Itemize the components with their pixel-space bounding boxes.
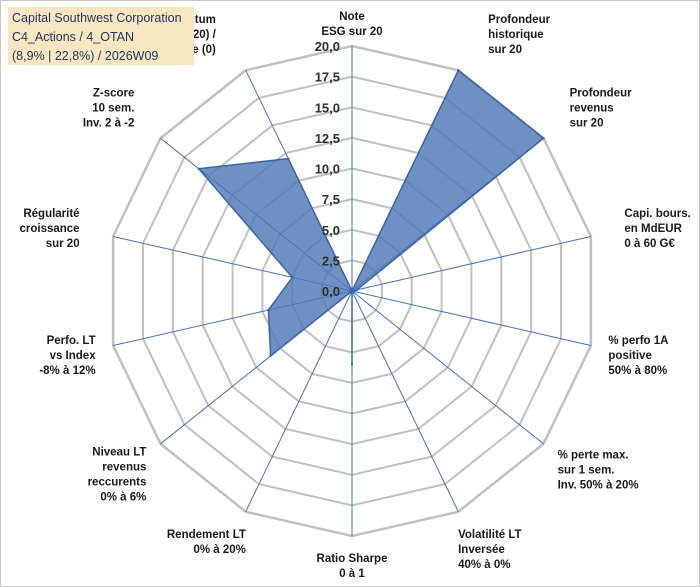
- company-name: Capital Southwest Corporation: [12, 11, 182, 25]
- axis-label-11-line-1: croissance: [19, 223, 79, 235]
- axis-label-8: Rendement LT 0% à 20%: [167, 529, 246, 556]
- axis-label-4-line-2: 50% à 80%: [608, 365, 667, 377]
- tick-label-5: 12,5: [315, 131, 340, 146]
- chart-title-box: Capital Southwest Corporation C4_Actions…: [8, 7, 194, 65]
- axis-label-12-line-2: Inv. 2 à -2: [83, 118, 135, 130]
- axis-label-9-line-1: revenus: [102, 462, 146, 474]
- spoke-3: [351, 236, 592, 292]
- axis-label-10: Perfo. LT vs Index -8% à 12%: [39, 335, 96, 377]
- axis-label-5-line-2: Inv. 50% à 20%: [558, 480, 639, 492]
- axis-label-4: % perfo 1A positive 50% à 80%: [608, 335, 668, 377]
- axis-label-2-line-1: revenus: [570, 103, 614, 115]
- axis-label-9-line-2: reccurents: [88, 477, 147, 489]
- tick-label-3: 7,5: [322, 192, 340, 207]
- data-point-12: [197, 167, 200, 170]
- spoke-6: [351, 290, 459, 512]
- radial-tick-labels: 0,0 2,5 5,0 7,5 10,0 12,5 15,0 17,5 20,0: [315, 39, 340, 299]
- performance-period: (8,9% | 22,8%) / 2026W09: [12, 49, 159, 63]
- axis-label-0-line-1: ESG sur 20: [321, 26, 382, 38]
- portfolio-label: C4_Actions / 4_OTAN: [12, 30, 135, 44]
- axis-label-11-line-2: sur 20: [46, 238, 80, 250]
- axis-label-3-line-0: Capi. bours.: [624, 208, 690, 220]
- axis-label-0: Note ESG sur 20: [321, 11, 382, 38]
- axis-label-1-line-2: sur 20: [488, 44, 522, 56]
- data-point-4: [353, 290, 356, 293]
- tick-label-7: 17,5: [315, 70, 340, 85]
- data-point-13: [287, 157, 290, 160]
- axis-label-5-line-0: % perte max.: [558, 450, 629, 462]
- axis-label-6-line-2: 40% à 0%: [458, 559, 510, 571]
- axis-label-1: Profondeur historique sur 20: [488, 14, 550, 56]
- tick-label-4: 10,0: [315, 162, 340, 177]
- axis-label-10-line-0: Perfo. LT: [47, 335, 96, 347]
- data-point-3: [355, 288, 358, 292]
- axis-label-5-line-1: sur 1 sem.: [558, 465, 615, 477]
- data-point-9: [269, 354, 272, 358]
- axis-label-6-line-0: Volatilité LT: [458, 529, 521, 541]
- tick-label-0: 0,0: [322, 284, 340, 299]
- spoke-8: [245, 290, 353, 512]
- data-point-8: [350, 289, 354, 293]
- axis-label-4-line-0: % perfo 1A: [608, 335, 668, 347]
- axis-label-2-line-2: sur 20: [570, 118, 604, 130]
- axis-label-11-line-0: Régularité: [23, 208, 79, 220]
- axis-label-1-line-1: historique: [488, 29, 544, 41]
- axis-label-10-line-2: -8% à 12%: [39, 365, 95, 377]
- data-point-2: [542, 137, 545, 140]
- axis-label-10-line-1: vs Index: [50, 350, 97, 362]
- tick-label-6: 15,0: [315, 100, 340, 115]
- axis-label-12-line-0: Z-score: [93, 88, 135, 100]
- axis-label-7: Ratio Sharpe 0 à 1: [317, 553, 388, 580]
- data-point-1: [457, 69, 460, 72]
- axis-label-8-line-1: 0% à 20%: [193, 544, 245, 556]
- axis-label-12: Z-score 10 sem. Inv. 2 à -2: [83, 88, 135, 130]
- axis-label-11: Régularité croissance sur 20: [19, 208, 79, 250]
- axis-label-8-line-0: Rendement LT: [167, 529, 246, 541]
- axis-label-5: % perte max. sur 1 sem. Inv. 50% à 20%: [558, 450, 639, 492]
- axis-label-6: Volatilité LT Inversée 40% à 0%: [458, 529, 521, 571]
- radar-series: [197, 69, 545, 366]
- tick-label-8: 20,0: [315, 39, 340, 54]
- axis-label-2-line-0: Profondeur: [570, 88, 632, 100]
- axis-label-3-line-1: en MdEUR: [624, 223, 682, 235]
- axis-label-0-line-0: Note: [339, 11, 365, 23]
- tick-label-1: 2,5: [322, 253, 340, 268]
- spoke-5: [351, 290, 544, 445]
- tick-label-2: 5,0: [322, 223, 340, 238]
- axis-label-3: Capi. bours. en MdEUR 0 à 60 G€: [624, 208, 690, 250]
- axis-label-1-line-0: Profondeur: [488, 14, 550, 26]
- data-point-10: [267, 308, 270, 312]
- axis-label-3-line-2: 0 à 60 G€: [624, 238, 675, 250]
- axis-label-9-line-3: 0% à 6%: [100, 492, 146, 504]
- axis-label-9: Niveau LT revenus reccurents 0% à 6%: [88, 447, 147, 504]
- spoke-4: [351, 290, 592, 346]
- series-area: [198, 69, 545, 366]
- data-point-7: [350, 363, 354, 366]
- axis-label-7-line-1: 0 à 1: [339, 568, 365, 580]
- axis-label-7-line-0: Ratio Sharpe: [317, 553, 388, 565]
- axis-label-9-line-0: Niveau LT: [92, 447, 146, 459]
- axis-label-12-line-1: 10 sem.: [92, 103, 134, 115]
- axis-label-6-line-1: Inversée: [458, 544, 505, 556]
- axis-label-2: Profondeur revenus sur 20: [570, 88, 632, 130]
- axis-label-4-line-1: positive: [608, 350, 651, 362]
- axis-labels: Note ESG sur 20 Profondeur historique sur 20…: [19, 11, 690, 580]
- data-point-11: [291, 276, 294, 279]
